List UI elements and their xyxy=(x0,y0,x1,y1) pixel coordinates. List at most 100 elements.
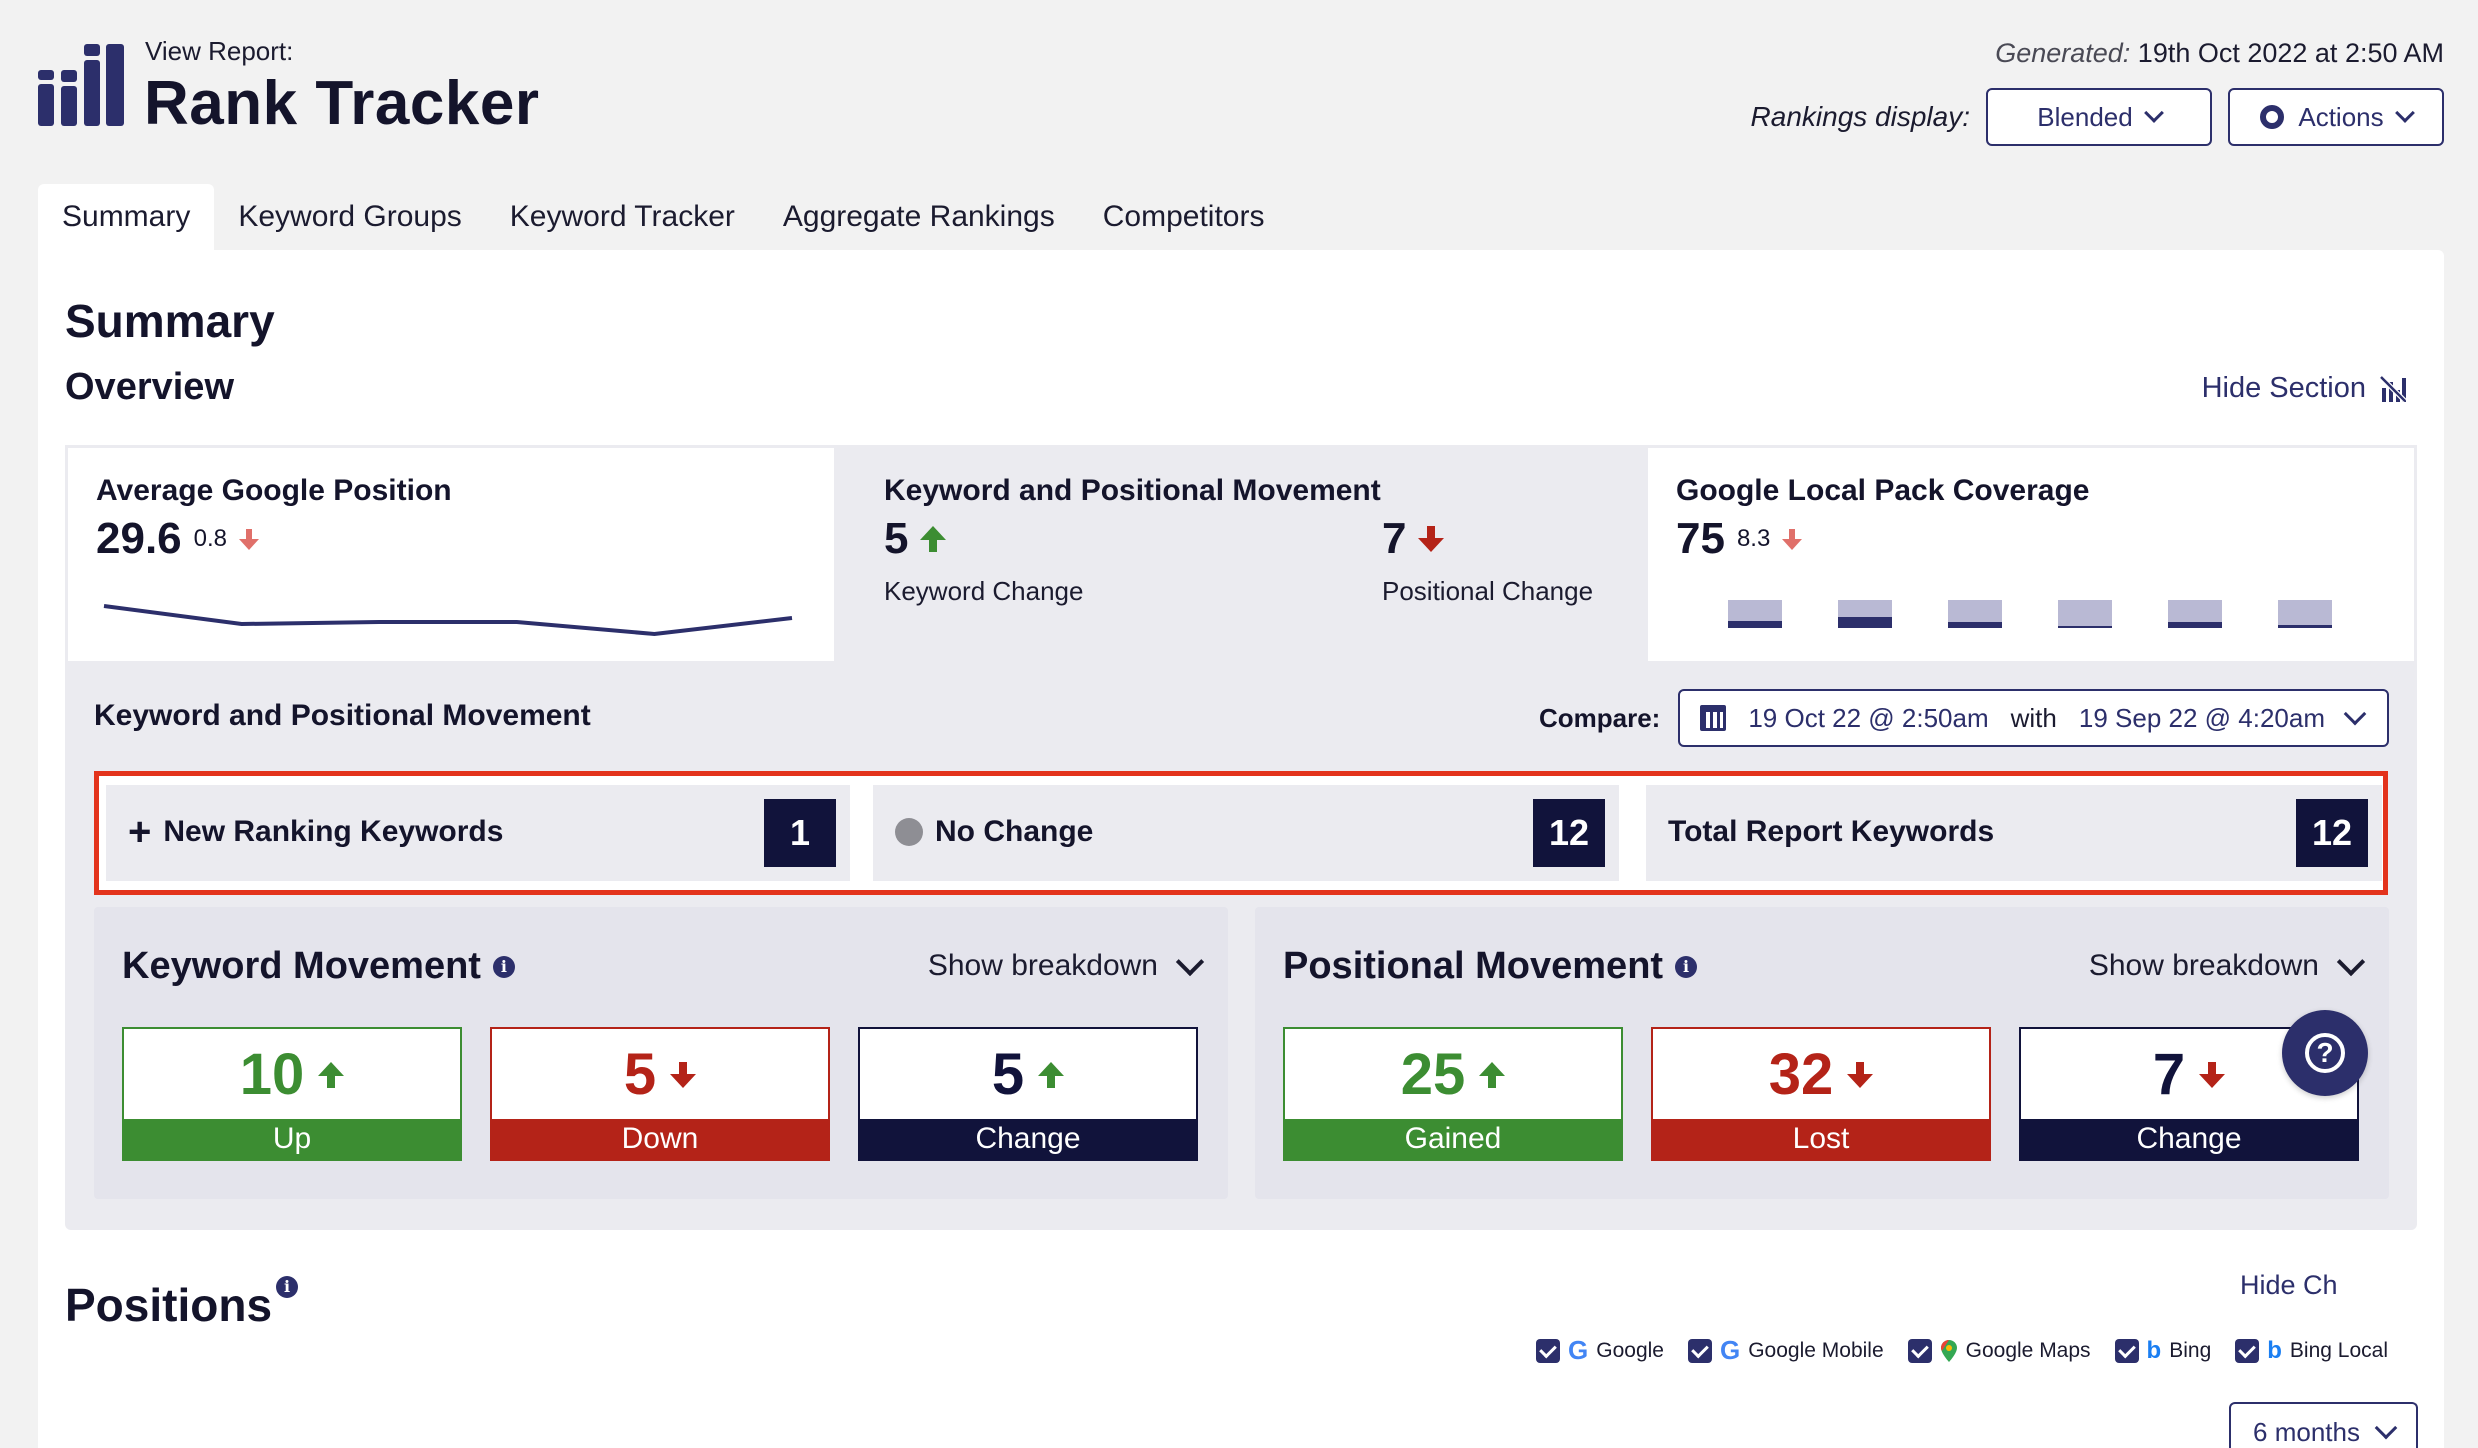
box-value: 25 xyxy=(1400,1042,1466,1107)
engine-label: Bing Local xyxy=(2289,1338,2388,1362)
dot-icon xyxy=(895,818,923,846)
generated-value: 19th Oct 2022 at 2:50 AM xyxy=(2137,38,2444,68)
keyword-change-box: 5 Change xyxy=(858,1027,1198,1161)
arrow-up-icon xyxy=(920,526,947,552)
info-icon[interactable]: i xyxy=(1675,955,1698,978)
rankings-display-dropdown[interactable]: Blended xyxy=(1986,88,2212,146)
box-label: Change xyxy=(860,1119,1196,1159)
keyword-show-breakdown-toggle[interactable]: Show breakdown xyxy=(927,947,1205,983)
box-value: 32 xyxy=(1768,1042,1834,1107)
compare-label: Compare: xyxy=(1538,702,1661,733)
chevron-down-icon xyxy=(2394,103,2415,123)
card-title: Keyword and Positional Movement xyxy=(884,474,1381,507)
positions-title: Positions xyxy=(65,1279,273,1331)
avg-position-sparkline xyxy=(103,604,793,637)
show-breakdown-label: Show breakdown xyxy=(2088,949,2319,982)
chevron-down-icon xyxy=(2143,103,2164,123)
compare-date-dropdown[interactable]: 19 Oct 22 @ 2:50am with 19 Sep 22 @ 4:20… xyxy=(1678,689,2389,747)
overview-container: Average Google Position 29.6 0.8 Keyword… xyxy=(65,445,2417,1230)
coverage-bar-fill xyxy=(2278,625,2332,628)
local-pack-coverage-card: Google Local Pack Coverage 75 8.3 xyxy=(1645,445,2417,661)
time-range-dropdown[interactable]: 6 months xyxy=(2229,1402,2418,1448)
positional-show-breakdown-toggle[interactable]: Show breakdown xyxy=(2088,947,2366,983)
coverage-bar-fill xyxy=(1948,622,2002,628)
checkbox-checked-icon[interactable] xyxy=(2114,1338,2139,1363)
box-value: 10 xyxy=(239,1042,305,1107)
info-icon[interactable]: i xyxy=(492,955,515,978)
sparkline-path xyxy=(103,604,793,637)
positional-change-value: 7 xyxy=(1382,514,1407,563)
bing-icon: b xyxy=(2146,1336,2162,1364)
compare-controls: Compare: 19 Oct 22 @ 2:50am with 19 Sep … xyxy=(1539,689,2389,747)
keyword-up-box: 10 Up xyxy=(122,1027,462,1161)
arrow-up-icon xyxy=(1038,1061,1065,1088)
stat-label: Total Report Keywords xyxy=(1668,815,1995,848)
hide-section-button[interactable]: Hide Section xyxy=(2202,372,2406,405)
show-breakdown-label: Show breakdown xyxy=(927,949,1158,982)
box-label: Gained xyxy=(1285,1119,1621,1159)
tab-aggregate-rankings[interactable]: Aggregate Rankings xyxy=(782,200,1055,233)
keyword-movement-title: Keyword Movement xyxy=(122,945,481,987)
positional-change-label: Positional Change xyxy=(1382,576,1594,606)
arrow-down-icon xyxy=(670,1061,697,1088)
keyword-change-value: 5 xyxy=(884,514,909,563)
report-tabs: Summary Keyword Groups Keyword Tracker A… xyxy=(38,184,1288,250)
local-pack-delta: 8.3 xyxy=(1736,525,1771,552)
stat-label-wrap: Total Report Keywords xyxy=(1668,815,1994,849)
page-title: Rank Tracker xyxy=(144,69,540,138)
engine-filter-google-mobile[interactable]: G Google Mobile xyxy=(1687,1335,1884,1366)
generated-label: Generated: xyxy=(1995,38,2131,68)
engine-filter-google-maps[interactable]: Google Maps xyxy=(1907,1338,2091,1363)
coverage-bar-fill xyxy=(1728,621,1782,628)
calendar-icon xyxy=(1700,705,1727,731)
arrow-down-icon xyxy=(239,528,260,550)
keyword-change-label: Keyword Change xyxy=(884,576,1084,606)
positional-movement-title-wrap: Positional Movement i xyxy=(1283,945,1698,988)
coverage-bar-fill xyxy=(2168,622,2222,628)
help-button[interactable]: ? xyxy=(2282,1010,2368,1096)
coverage-bar xyxy=(1728,600,1782,628)
checkbox-checked-icon[interactable] xyxy=(2235,1338,2260,1363)
time-range-value: 6 months xyxy=(2253,1416,2360,1447)
stat-total-report-keywords: Total Report Keywords 12 xyxy=(1646,785,2382,881)
checkbox-checked-icon[interactable] xyxy=(1687,1338,1712,1363)
info-icon[interactable]: i xyxy=(276,1276,298,1298)
stat-label: New Ranking Keywords xyxy=(163,815,504,848)
actions-button[interactable]: Actions xyxy=(2228,88,2444,146)
stat-label-wrap: + New Ranking Keywords xyxy=(128,810,504,854)
bing-icon: b xyxy=(2267,1336,2282,1364)
actions-label: Actions xyxy=(2298,101,2384,132)
local-pack-bars xyxy=(1728,600,2338,628)
coverage-bar-fill xyxy=(1838,617,1892,628)
stat-count: 1 xyxy=(764,799,836,867)
hide-charts-link[interactable]: Hide Ch xyxy=(2240,1270,2338,1300)
rankings-display-label: Rankings display: xyxy=(1750,101,1970,132)
plus-icon: + xyxy=(128,810,152,854)
movement-summary-card: Keyword and Positional Movement 5 Keywor… xyxy=(853,445,1629,661)
stat-label-wrap: No Change xyxy=(895,815,1093,849)
stat-count: 12 xyxy=(1533,799,1605,867)
arrow-up-icon xyxy=(1479,1061,1506,1088)
coverage-bar xyxy=(2058,600,2112,628)
stat-count: 12 xyxy=(2296,799,2368,867)
tab-keyword-groups[interactable]: Keyword Groups xyxy=(238,200,462,233)
tab-competitors[interactable]: Competitors xyxy=(1102,200,1265,233)
checkbox-checked-icon[interactable] xyxy=(1536,1338,1561,1363)
engine-filter-bing-local[interactable]: b Bing Local xyxy=(2235,1337,2388,1365)
section-title: Summary xyxy=(65,295,275,347)
engine-filter-bing[interactable]: b Bing xyxy=(2114,1336,2211,1365)
keyword-movement-panel: Keyword Movement i Show breakdown 10 Up … xyxy=(94,907,1228,1199)
avg-position-value: 29.6 xyxy=(96,514,182,563)
summary-panel: Summary Overview Hide Section Average Go… xyxy=(38,250,2444,1448)
arrow-down-icon xyxy=(1418,526,1445,552)
checkbox-checked-icon[interactable] xyxy=(1907,1338,1932,1363)
tab-summary[interactable]: Summary xyxy=(38,184,215,250)
positional-movement-title: Positional Movement xyxy=(1283,945,1664,987)
tab-keyword-tracker[interactable]: Keyword Tracker xyxy=(509,200,735,233)
local-pack-value: 75 xyxy=(1676,514,1725,563)
chevron-down-icon xyxy=(1175,947,1205,977)
arrow-down-icon xyxy=(1782,528,1803,550)
avg-position-delta: 0.8 xyxy=(193,525,228,552)
arrow-up-icon xyxy=(318,1061,345,1088)
engine-filter-google[interactable]: G Google xyxy=(1536,1335,1664,1366)
